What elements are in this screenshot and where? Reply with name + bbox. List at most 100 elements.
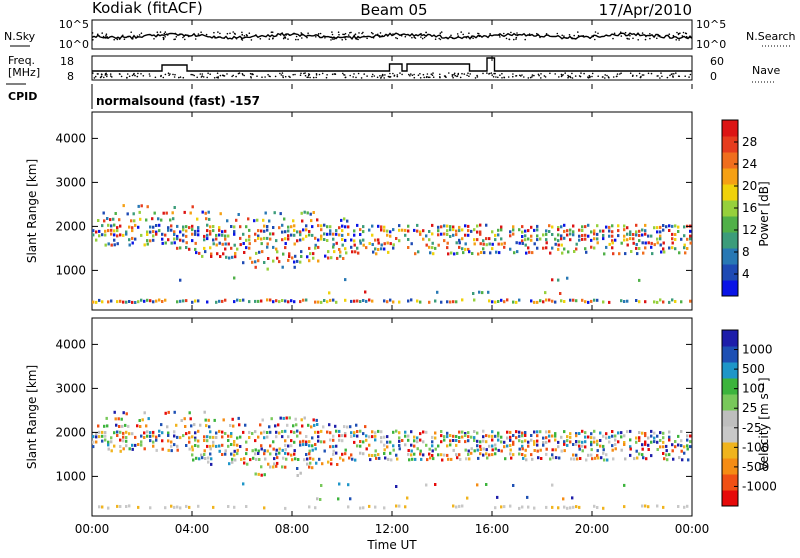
echo-cell [95, 300, 98, 304]
echo-cell [310, 219, 313, 223]
echo-cell [267, 462, 270, 466]
y-tick-label: 1000 [55, 263, 86, 277]
echo-cell [122, 204, 125, 208]
echo-cell [323, 232, 326, 236]
echo-cell [557, 226, 560, 229]
echo-cell [173, 237, 176, 241]
echo-cell [328, 291, 331, 295]
nave-dot [411, 74, 414, 77]
echo-cell [653, 226, 656, 230]
echo-cell [563, 223, 566, 227]
nsearch-dot [678, 37, 680, 40]
nsearch-dot [379, 32, 382, 34]
echo-cell [260, 444, 263, 448]
echo-cell [545, 447, 548, 451]
echo-cell [659, 243, 662, 247]
echo-cell [569, 435, 572, 439]
echo-cell [428, 230, 431, 233]
nave-dot [616, 73, 619, 75]
echo-cell [487, 290, 490, 294]
echo-cell [584, 237, 587, 241]
echo-cell [342, 458, 345, 462]
echo-cell [146, 230, 149, 234]
echo-cell [290, 453, 293, 457]
echo-cell [596, 241, 599, 245]
echo-cell [329, 445, 332, 449]
echo-cell [536, 234, 539, 238]
echo-cell [323, 223, 326, 227]
echo-cell [503, 440, 506, 444]
echo-cell [464, 224, 467, 228]
echo-cell [272, 465, 275, 469]
echo-cell [683, 505, 686, 509]
echo-cell [677, 434, 680, 438]
echo-cell [545, 440, 548, 444]
echo-cell [414, 252, 417, 256]
echo-cell [530, 453, 533, 457]
nave-dot [432, 76, 435, 78]
nave-dot [501, 72, 503, 75]
echo-cell [284, 242, 287, 245]
echo-cell [299, 471, 302, 475]
echo-cell [341, 434, 344, 438]
echo-cell [332, 449, 335, 453]
echo-cell [671, 298, 674, 302]
echo-cell [440, 300, 443, 304]
echo-cell [593, 298, 596, 302]
nsearch-dot [175, 36, 178, 38]
nave-dot [567, 77, 569, 79]
nsearch-dot [396, 37, 399, 40]
echo-cell [590, 448, 593, 452]
nave-dot [344, 76, 347, 79]
echo-cell [201, 456, 204, 460]
x-tick-label: 12:00 [375, 522, 410, 536]
echo-cell [95, 432, 98, 436]
nave-dot [384, 74, 386, 76]
echo-cell [380, 243, 383, 247]
echo-cell [602, 234, 605, 237]
echo-cell [305, 440, 308, 444]
echo-cell [106, 424, 109, 428]
nsearch-dot [118, 37, 121, 39]
echo-cell [461, 237, 464, 241]
colorbar-tick-label: 500 [742, 362, 765, 376]
echo-cell [422, 229, 425, 233]
echo-cell [509, 234, 512, 238]
echo-cell [212, 435, 215, 439]
echo-cell [485, 237, 488, 241]
echo-cell [218, 444, 221, 448]
echo-cell [131, 447, 134, 451]
echo-cell [551, 483, 554, 487]
echo-cell [167, 448, 170, 452]
nave-dot [515, 75, 518, 77]
echo-cell [644, 432, 647, 435]
echo-cell [332, 232, 335, 236]
echo-cell [341, 439, 344, 443]
echo-cell [636, 456, 639, 460]
echo-cell [638, 234, 641, 237]
echo-cell [359, 451, 362, 455]
nsearch-dot [184, 38, 186, 41]
echo-cell [293, 452, 296, 456]
echo-cell [606, 458, 609, 462]
nave-dot [672, 75, 674, 77]
echo-cell [293, 224, 296, 228]
echo-cell [476, 238, 479, 242]
echo-cell [575, 299, 578, 303]
echo-cell [491, 230, 494, 234]
echo-cell [530, 438, 533, 442]
echo-cell [455, 435, 458, 438]
echo-cell [472, 292, 475, 295]
nave-dot [606, 74, 608, 77]
echo-cell [536, 238, 539, 242]
echo-cell [122, 300, 125, 304]
nsearch-dot [295, 38, 297, 41]
echo-cell [572, 224, 575, 228]
nsearch-dot [472, 37, 474, 39]
nave-dot [178, 76, 180, 79]
echo-cell [278, 300, 281, 304]
echo-cell [245, 225, 248, 229]
echo-cell [212, 444, 215, 448]
nave-dot [192, 73, 194, 76]
echo-cell [364, 290, 367, 294]
